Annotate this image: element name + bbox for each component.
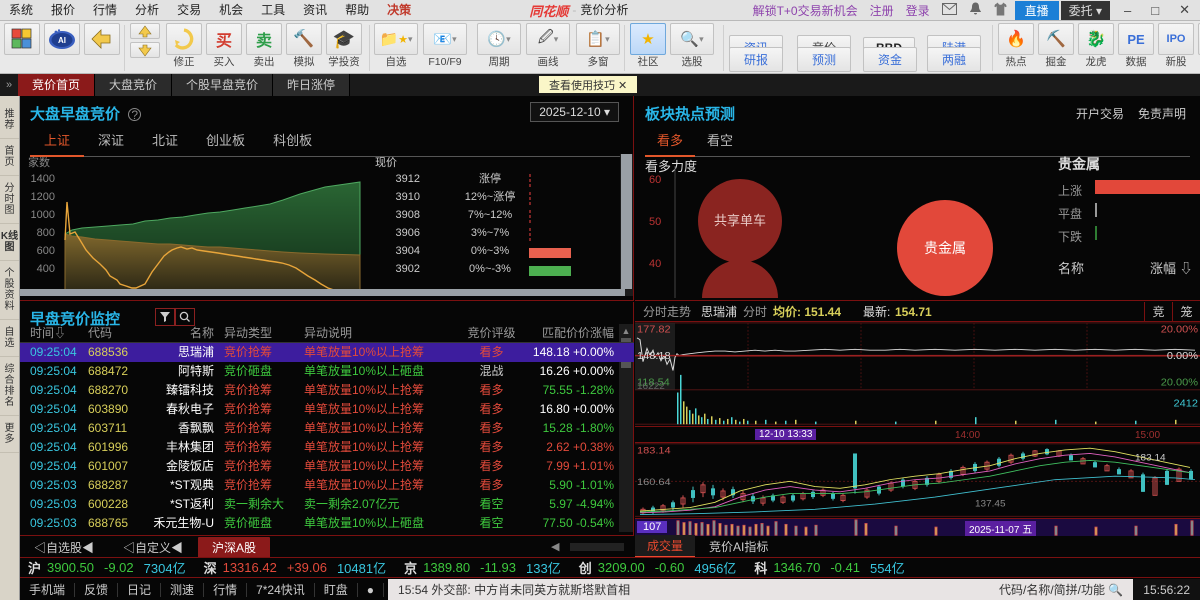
svg-text:20.00%: 20.00% <box>1161 325 1198 335</box>
svg-text:7%~12%: 7%~12% <box>468 209 513 221</box>
svg-text:1400: 1400 <box>31 173 55 185</box>
svg-text:3%~7%: 3%~7% <box>471 227 509 239</box>
svg-text:家数: 家数 <box>28 156 50 169</box>
svg-text:183.14: 183.14 <box>637 446 671 456</box>
svg-text:20.00%: 20.00% <box>1161 378 1198 388</box>
svg-text:177.82: 177.82 <box>637 325 671 335</box>
svg-text:3910: 3910 <box>396 191 420 203</box>
svg-text:3904: 3904 <box>396 245 420 257</box>
svg-text:1200: 1200 <box>31 191 55 203</box>
svg-text:现价: 现价 <box>375 156 397 169</box>
svg-text:贵金属: 贵金属 <box>924 240 966 256</box>
svg-text:0.00%: 0.00% <box>1167 352 1198 362</box>
svg-text:148.18: 148.18 <box>637 352 671 362</box>
svg-text:涨停: 涨停 <box>479 171 501 185</box>
svg-text:2412: 2412 <box>1174 399 1199 409</box>
svg-text:137.45: 137.45 <box>975 499 1006 508</box>
svg-text:3912: 3912 <box>396 173 420 185</box>
svg-text:0%~3%: 0%~3% <box>471 245 509 257</box>
svg-text:800: 800 <box>37 227 55 239</box>
svg-text:16222: 16222 <box>637 381 665 391</box>
svg-text:AI: AI <box>58 36 66 45</box>
svg-text:600: 600 <box>37 245 55 257</box>
svg-text:1000: 1000 <box>31 209 55 221</box>
svg-text:3902: 3902 <box>396 263 420 275</box>
svg-text:3908: 3908 <box>396 209 420 221</box>
svg-text:共享单车: 共享单车 <box>714 213 766 228</box>
svg-text:0%~-3%: 0%~-3% <box>469 263 511 275</box>
svg-text:160.64: 160.64 <box>637 477 671 487</box>
svg-text:183.14: 183.14 <box>1135 453 1166 462</box>
svg-text:3906: 3906 <box>396 227 420 239</box>
svg-text:12%~涨停: 12%~涨停 <box>465 189 515 203</box>
svg-text:400: 400 <box>37 263 55 275</box>
